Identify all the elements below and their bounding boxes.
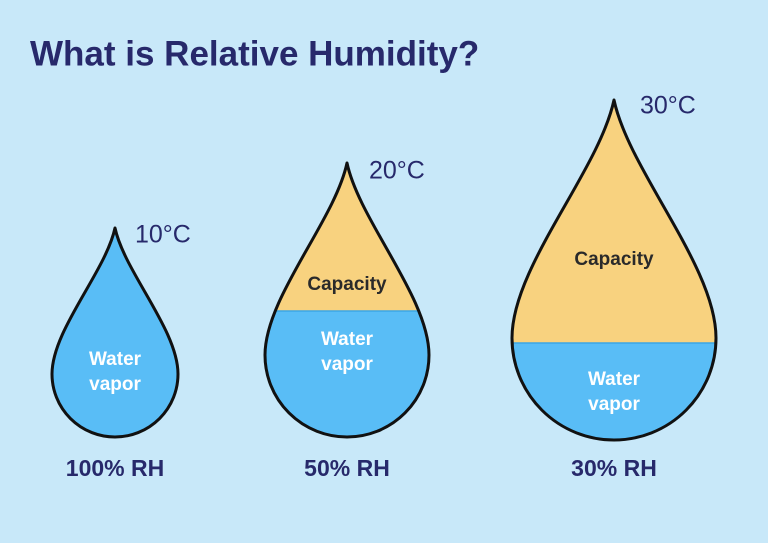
capacity-label: Capacity: [574, 249, 654, 270]
water-vapor-label: Water: [89, 349, 142, 370]
drop-outline: [263, 161, 431, 439]
title: What is Relative Humidity?: [30, 34, 479, 73]
temperature-label: 10°C: [135, 221, 191, 249]
rh-label: 30% RH: [571, 455, 657, 481]
rh-label: 100% RH: [66, 455, 164, 481]
drop-outline: [510, 98, 718, 442]
temperature-label: 20°C: [369, 157, 425, 185]
capacity-label: Capacity: [307, 274, 387, 295]
rh-label: 50% RH: [304, 455, 390, 481]
water-vapor-label: vapor: [89, 374, 141, 395]
water-vapor-label: vapor: [321, 354, 373, 375]
water-vapor-label: Water: [588, 369, 641, 390]
drop-outline: [50, 226, 180, 439]
water-vapor-label: vapor: [588, 394, 640, 415]
water-vapor-label: Water: [321, 329, 374, 350]
temperature-label: 30°C: [640, 92, 696, 120]
